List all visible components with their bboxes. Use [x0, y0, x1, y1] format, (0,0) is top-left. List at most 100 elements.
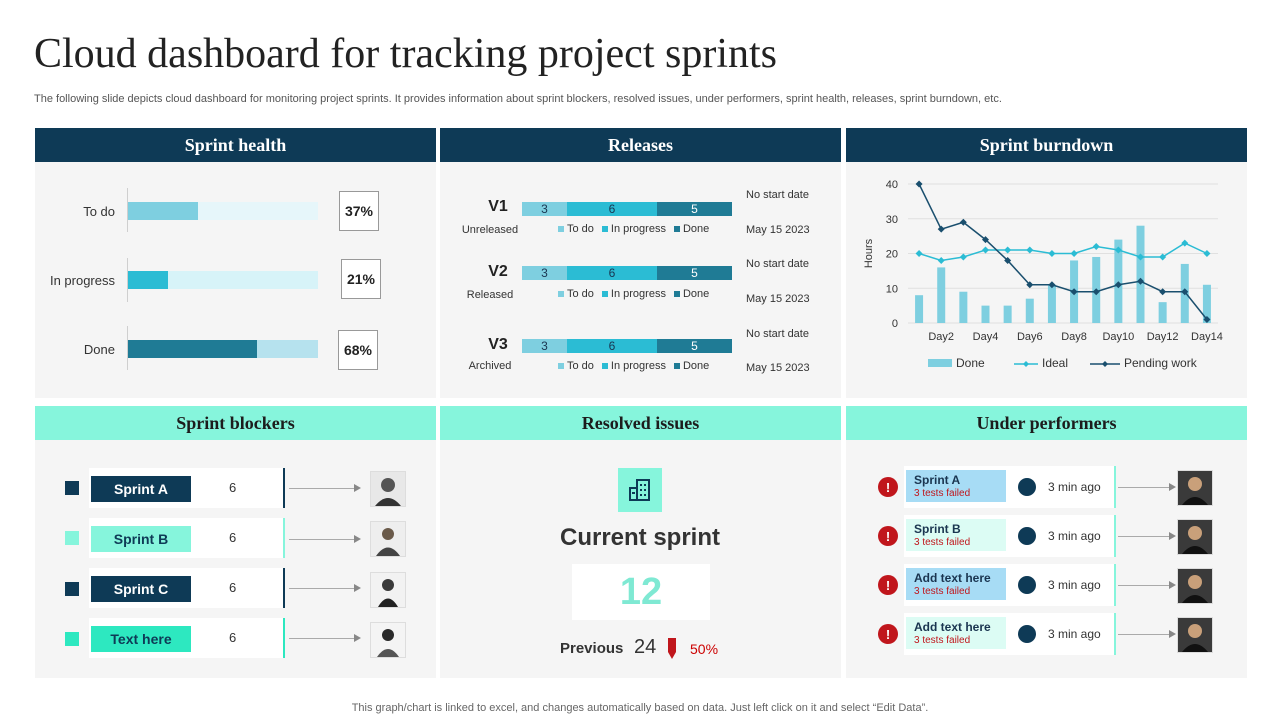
x-tick-label: Day8: [1061, 331, 1087, 343]
sprint-health-pct-inprogress: 21%: [341, 259, 381, 299]
y-tick-label: 30: [886, 214, 898, 226]
point-pending-work: [1137, 277, 1144, 285]
release-end-date: May 15 2023: [746, 224, 810, 236]
under-performers-header: Under performers: [846, 406, 1247, 440]
release-legend: To do In progress Done: [558, 223, 709, 235]
footer-note: This graph/chart is linked to excel, and…: [351, 702, 929, 714]
clock-icon: [1018, 576, 1036, 594]
burndown-chart: 0 10 20 30 40 Hours Day2 Day4 Day6 Day8 Day10 Day12…: [863, 179, 1223, 370]
sprint-health-axis: [127, 188, 128, 232]
y-tick-label: 0: [892, 318, 898, 330]
sprint-burndown-header: Sprint burndown: [846, 128, 1247, 162]
release-seg-todo: 3: [522, 202, 567, 216]
bar-done: [1003, 305, 1012, 323]
bar-done: [959, 291, 968, 323]
x-tick-label: Day6: [1017, 331, 1043, 343]
performer-status: 3 tests failed: [914, 586, 971, 597]
legend-done: Done: [673, 288, 709, 300]
sprint-health-label-inprogress: In progress: [49, 273, 115, 288]
current-sprint-value: 12: [572, 564, 710, 620]
clock-icon: [1018, 625, 1036, 643]
bar-done: [1158, 302, 1167, 323]
point-ideal: [1092, 243, 1100, 251]
bar-done: [1025, 298, 1034, 323]
legend-todo: To do: [558, 288, 594, 300]
performer-card[interactable]: Sprint A 3 tests failed 3 min ago: [904, 466, 1116, 508]
blocker-count: 6: [229, 480, 237, 495]
performer-time: 3 min ago: [1048, 627, 1101, 641]
legend-label-done: Done: [956, 356, 985, 370]
blocker-name: Sprint A: [91, 476, 191, 502]
release-seg-inprogress: 6: [567, 339, 657, 353]
point-pending-work: [959, 218, 967, 226]
point-ideal: [1159, 253, 1167, 261]
blocker-marker: [65, 481, 79, 495]
point-pending-work: [1048, 281, 1056, 289]
performer-tag: Sprint A 3 tests failed: [906, 470, 1006, 502]
x-tick-label: Day2: [928, 331, 954, 343]
sprint-health-label-todo: To do: [83, 204, 115, 219]
sprint-health-panel: Sprint health To do 37% In progress 21% …: [35, 128, 436, 398]
bar-done: [1202, 284, 1211, 323]
sprint-blockers-panel: Sprint blockers Sprint A 6 Sprint B 6 Sp…: [35, 406, 436, 678]
blocker-card[interactable]: Sprint C 6: [89, 568, 285, 608]
arrow-icon: [289, 634, 361, 642]
arrow-icon: [1118, 532, 1176, 540]
point-ideal: [1137, 253, 1144, 261]
point-ideal: [937, 256, 945, 264]
current-sprint-title: Current sprint: [559, 524, 720, 551]
clock-icon: [1018, 478, 1036, 496]
bar-done: [1136, 225, 1145, 323]
blocker-card[interactable]: Sprint B 6: [89, 518, 285, 558]
performer-card[interactable]: Add text here 3 tests failed 3 min ago: [904, 613, 1116, 655]
point-pending-work: [982, 236, 989, 244]
blocker-count: 6: [229, 630, 237, 645]
performer-tag: Add text here 3 tests failed: [906, 617, 1006, 649]
point-pending-work: [915, 180, 923, 188]
performer-name: Sprint B: [914, 522, 961, 536]
point-pending-work: [1092, 288, 1100, 296]
legend-inprogress: In progress: [601, 288, 666, 300]
blocker-card[interactable]: Text here 6: [89, 618, 285, 658]
performer-time: 3 min ago: [1048, 529, 1101, 543]
sprint-health-header: Sprint health: [35, 128, 436, 162]
release-end-date: May 15 2023: [746, 362, 810, 374]
point-ideal: [982, 246, 989, 254]
avatar: [1177, 568, 1213, 604]
arrow-icon: [1118, 630, 1176, 638]
performer-card[interactable]: Add text here 3 tests failed 3 min ago: [904, 564, 1116, 606]
blocker-count: 6: [229, 530, 237, 545]
bar-done: [915, 295, 924, 323]
release-end-date: May 15 2023: [746, 293, 810, 305]
x-tick-label: Day10: [1102, 331, 1134, 343]
blocker-marker: [65, 632, 79, 646]
legend-todo: To do: [558, 223, 594, 235]
sprint-health-fill-todo: [128, 202, 198, 220]
releases-header: Releases: [440, 128, 841, 162]
y-tick-label: 20: [886, 249, 898, 261]
alert-icon: !: [878, 624, 898, 644]
release-seg-inprogress: 6: [567, 266, 657, 280]
legend-inprogress: In progress: [601, 223, 666, 235]
legend-marker-pending-work: [1102, 361, 1108, 367]
point-pending-work: [1070, 288, 1078, 296]
performer-card[interactable]: Sprint B 3 tests failed 3 min ago: [904, 515, 1116, 557]
point-ideal: [1114, 246, 1122, 254]
release-version: V2: [488, 263, 508, 280]
resolved-issues-panel: Resolved issues Current sprint 12 Previo…: [440, 406, 841, 678]
release-seg-todo: 3: [522, 266, 567, 280]
page-subtitle: The following slide depicts cloud dashbo…: [34, 93, 1002, 105]
release-seg-done: 5: [657, 266, 732, 280]
performer-status: 3 tests failed: [914, 488, 971, 499]
blocker-card[interactable]: Sprint A 6: [89, 468, 285, 508]
blocker-count: 6: [229, 580, 237, 595]
avatar: [370, 572, 406, 608]
blocker-name: Sprint C: [91, 576, 191, 602]
release-start-date: No start date: [746, 328, 809, 340]
sprint-health-pct-done: 68%: [338, 330, 378, 370]
release-legend: To do In progress Done: [558, 360, 709, 372]
blocker-marker: [65, 531, 79, 545]
performer-name: Add text here: [914, 571, 991, 585]
bar-done: [1047, 284, 1056, 323]
bar-done: [981, 305, 990, 323]
